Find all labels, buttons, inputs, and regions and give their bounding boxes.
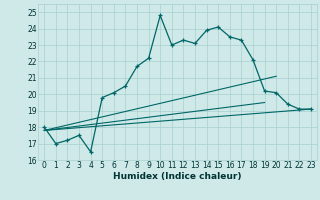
X-axis label: Humidex (Indice chaleur): Humidex (Indice chaleur): [113, 172, 242, 181]
